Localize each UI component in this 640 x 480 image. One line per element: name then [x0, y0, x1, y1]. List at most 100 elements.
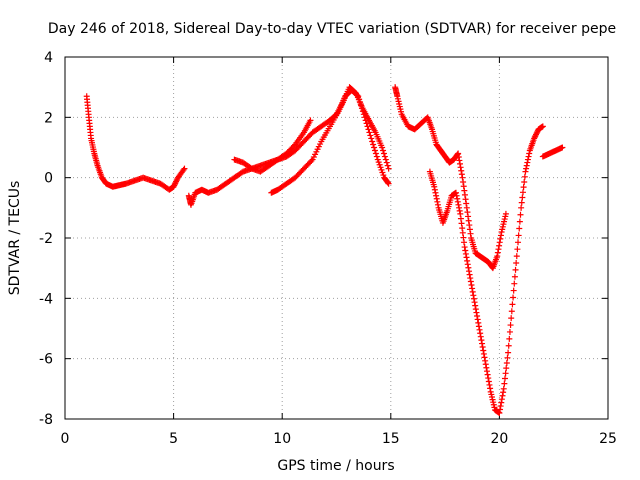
x-tick-label: 20	[490, 431, 508, 447]
data-point	[483, 368, 490, 375]
data-point	[520, 184, 527, 191]
data-point	[385, 179, 392, 186]
data-point	[523, 165, 530, 172]
data-point	[462, 247, 469, 254]
data-point	[506, 328, 513, 335]
data-point	[477, 330, 484, 337]
data-point	[290, 142, 297, 149]
data-point	[485, 375, 492, 382]
data-point	[508, 315, 515, 322]
data-point	[472, 302, 479, 309]
chart-title: Day 246 of 2018, Sidereal Day-to-day VTE…	[48, 21, 616, 37]
data-point	[308, 157, 315, 164]
data-point	[459, 225, 466, 232]
data-point	[464, 209, 471, 216]
data-point	[461, 239, 468, 246]
data-point	[474, 313, 481, 320]
x-tick-labels: 0 5 10 15 20 25	[61, 431, 617, 447]
data-point	[522, 168, 529, 175]
y-tick-label: 2	[44, 110, 53, 126]
data-point	[516, 218, 523, 225]
x-tick-label: 25	[599, 431, 617, 447]
x-tick-label: 10	[273, 431, 291, 447]
data-point	[515, 239, 522, 246]
data-point	[487, 385, 494, 392]
data-point	[480, 347, 487, 354]
data-point	[456, 157, 463, 164]
data-point	[510, 294, 517, 301]
data-point	[434, 201, 441, 208]
data-point	[470, 292, 477, 299]
data-point	[455, 153, 462, 160]
data-point	[433, 192, 440, 199]
axis-ticks	[64, 56, 609, 420]
data-point	[482, 361, 489, 368]
data-point	[518, 199, 525, 206]
data-point	[513, 253, 520, 260]
data-point	[466, 271, 473, 278]
data-point	[356, 96, 363, 103]
data-point	[467, 278, 474, 285]
data-point	[385, 165, 392, 172]
data-point	[477, 333, 484, 340]
data-point	[454, 198, 461, 205]
data-point	[370, 141, 377, 148]
data-point	[463, 204, 470, 211]
y-axis-label: SDTVAR / TECUs	[7, 181, 23, 296]
data-point	[380, 150, 387, 157]
data-point	[478, 337, 485, 344]
data-point	[512, 266, 519, 273]
y-tick-label: -4	[39, 291, 53, 307]
data-point	[373, 153, 380, 160]
data-point	[513, 259, 520, 266]
data-point	[495, 246, 502, 253]
data-point	[452, 189, 459, 196]
data-point	[357, 99, 364, 106]
data-point	[503, 359, 510, 366]
data-point	[524, 156, 531, 163]
data-point	[460, 178, 467, 185]
data-point	[358, 102, 365, 109]
data-point	[369, 138, 376, 145]
data-point	[501, 375, 508, 382]
data-point	[467, 230, 474, 237]
data-point	[454, 195, 461, 202]
data-point	[510, 287, 517, 294]
data-point	[518, 204, 525, 211]
data-point	[514, 246, 521, 253]
data-point	[465, 217, 472, 224]
data-point	[507, 322, 514, 329]
data-point	[472, 306, 479, 313]
data-point	[367, 132, 374, 139]
data-point	[476, 326, 483, 333]
data-point	[456, 204, 463, 211]
data-point	[524, 159, 531, 166]
data-point	[479, 344, 486, 351]
data-point	[505, 342, 512, 349]
data-point	[525, 153, 532, 160]
data-point	[482, 357, 489, 364]
data-point	[355, 93, 362, 100]
data-point	[379, 144, 386, 151]
data-point	[457, 164, 464, 171]
data-point	[508, 308, 515, 315]
data-point	[539, 123, 546, 130]
y-tick-label: 0	[44, 171, 53, 187]
data-point	[466, 226, 473, 233]
data-point	[453, 192, 460, 199]
data-point	[497, 403, 504, 410]
data-point	[523, 162, 530, 169]
data-point	[371, 144, 378, 151]
data-point	[502, 210, 509, 217]
data-point	[461, 187, 468, 194]
data-point	[517, 211, 524, 218]
series-arc-2	[185, 117, 314, 208]
data-point	[431, 183, 438, 190]
data-point	[362, 117, 369, 124]
data-point	[494, 249, 501, 256]
y-tick-label: 4	[44, 50, 53, 66]
data-point	[497, 232, 504, 239]
data-point	[521, 178, 528, 185]
data-point	[500, 385, 507, 392]
